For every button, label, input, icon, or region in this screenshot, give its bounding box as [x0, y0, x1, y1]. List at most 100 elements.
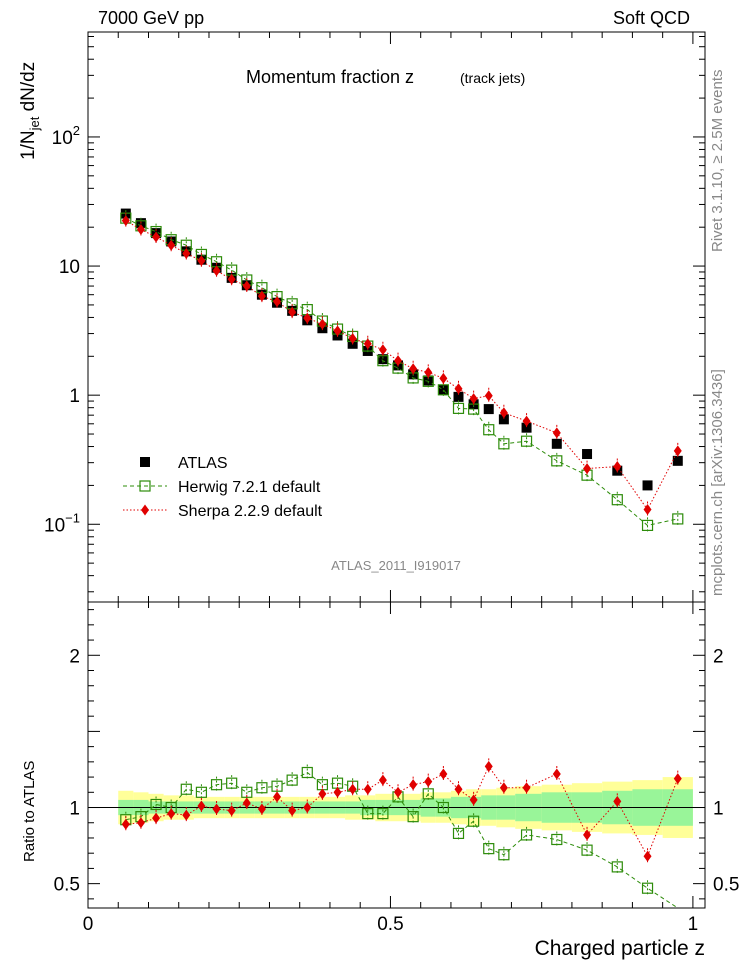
ratio-herwig-point	[483, 843, 495, 855]
ratio-uncertainty-bands	[88, 777, 705, 838]
ratio-sherpa-point	[378, 774, 387, 786]
ratio-herwig-point	[195, 786, 208, 798]
ratio-herwig-line	[125, 771, 679, 909]
ratio-sherpa-point	[121, 818, 130, 830]
ratio-herwig-point	[520, 829, 533, 841]
main-sherpa-point	[318, 318, 327, 330]
main-sherpa-point	[197, 255, 206, 267]
main-sherpa-point	[378, 344, 387, 356]
main-y-tick-label: 1	[69, 386, 80, 407]
ratio-sherpa-point	[454, 783, 463, 795]
ratio-y-tick-label-left: 1	[69, 799, 80, 820]
main-sherpa-point	[333, 325, 342, 337]
ratio-sherpa-point	[227, 805, 236, 817]
main-y-tick-label-base: 1	[69, 386, 80, 407]
energy-label: 7000 GeV pp	[98, 8, 204, 28]
ratio-sherpa-point	[613, 795, 622, 807]
ratio-sherpa-point	[348, 783, 357, 795]
main-herwig-line	[125, 217, 678, 526]
ratio-herwig-point	[256, 782, 268, 794]
main-atlas-point	[377, 354, 388, 365]
main-sherpa-point	[673, 445, 682, 457]
analysis-id-label: ATLAS_2011_I919017	[331, 558, 461, 573]
ratio-herwig-point	[498, 849, 510, 861]
x-axis-label: Charged particle z	[535, 937, 705, 960]
main-sherpa-point	[303, 312, 312, 324]
ratio-sherpa-point	[167, 808, 176, 820]
ratio-herwig-point	[362, 808, 374, 820]
main-sherpa-point	[409, 363, 418, 375]
x-tick-label: 0.5	[377, 914, 403, 935]
process-label: Soft QCD	[613, 8, 690, 28]
ratio-sherpa-point	[273, 791, 282, 803]
main-y-tick-label-exponent: 2	[73, 123, 80, 138]
legend-label: Sherpa 2.2.9 default	[178, 503, 323, 520]
main-sherpa-point	[484, 390, 493, 402]
main-atlas-point	[498, 414, 509, 425]
main-atlas-point	[483, 404, 494, 415]
main-sherpa-point	[454, 383, 463, 395]
ratio-herwig-point	[468, 815, 480, 827]
main-sherpa-point	[136, 223, 145, 235]
main-sherpa-point	[212, 265, 221, 277]
ratio-sherpa-point	[643, 850, 652, 862]
ratio-herwig-point	[180, 783, 192, 795]
ratio-sherpa-point	[469, 794, 478, 806]
ratio-sherpa-point	[288, 805, 297, 817]
ratio-sherpa-point	[197, 800, 206, 812]
x-tick-label: 1	[688, 914, 699, 935]
main-sherpa-point	[182, 248, 191, 260]
ratio-herwig-point	[641, 882, 654, 894]
ratio-sherpa-point	[333, 786, 342, 798]
main-sherpa-point	[242, 280, 251, 292]
main-atlas-point	[582, 449, 593, 460]
main-y-axis-label: 1/Njet dN/dz	[18, 62, 42, 160]
ratio-y-tick-label-left: 2	[69, 646, 80, 667]
ratio-panel-frame	[87, 601, 706, 909]
main-y-tick-label-base: 10	[44, 515, 65, 536]
main-y-tick-label-base: 10	[52, 128, 73, 149]
ratio-sherpa-point	[439, 768, 448, 780]
x-tick-label: 0	[83, 914, 94, 935]
main-sherpa-point	[121, 215, 130, 227]
ratio-sherpa-point	[136, 817, 145, 829]
main-sherpa-point	[273, 296, 282, 308]
ratio-y-axis-label: Ratio to ATLAS	[21, 761, 38, 862]
ratio-herwig-point	[551, 833, 563, 846]
ratio-y-tick-label-right: 2	[713, 646, 724, 667]
main-sherpa-point	[167, 239, 176, 251]
ratio-sherpa-point	[424, 776, 433, 788]
ratio-herwig-point	[150, 798, 162, 811]
main-atlas-point	[453, 391, 464, 402]
legend-label: ATLAS	[178, 455, 228, 472]
main-y-axis-label-tail: dN/dz	[18, 62, 39, 117]
ratio-sherpa-point	[673, 773, 682, 785]
ratio-sherpa-point	[363, 783, 372, 795]
ratio-herwig-point	[437, 801, 449, 814]
main-atlas-point	[521, 422, 532, 433]
main-herwig-point	[483, 424, 495, 436]
main-sherpa-point	[424, 366, 433, 378]
data-marks	[120, 208, 684, 909]
ratio-herwig-point	[226, 777, 238, 789]
ratio-sherpa-point	[212, 803, 221, 815]
main-herwig-point	[611, 494, 623, 506]
ratio-herwig-point	[241, 786, 253, 798]
main-y-tick-label: 102	[52, 123, 80, 149]
ratio-sherpa-point	[152, 812, 161, 824]
ratio-herwig-point	[422, 788, 434, 800]
main-herwig-point	[672, 513, 684, 525]
ratio-herwig-point	[271, 780, 283, 792]
main-atlas-point	[551, 438, 562, 449]
main-y-axis-label-base: 1/N	[18, 130, 39, 160]
main-atlas-point	[423, 375, 434, 386]
ratio-herwig-point	[452, 827, 465, 840]
main-sherpa-point	[522, 415, 531, 427]
main-sherpa-point	[499, 407, 508, 419]
main-sherpa-point	[439, 372, 448, 384]
chart-title: Momentum fraction z	[246, 67, 414, 87]
main-sherpa-point	[583, 463, 592, 475]
main-y-tick-label-base: 10	[59, 257, 80, 278]
ratio-sherpa-point	[583, 829, 592, 841]
ratio-sherpa-point	[242, 797, 251, 809]
